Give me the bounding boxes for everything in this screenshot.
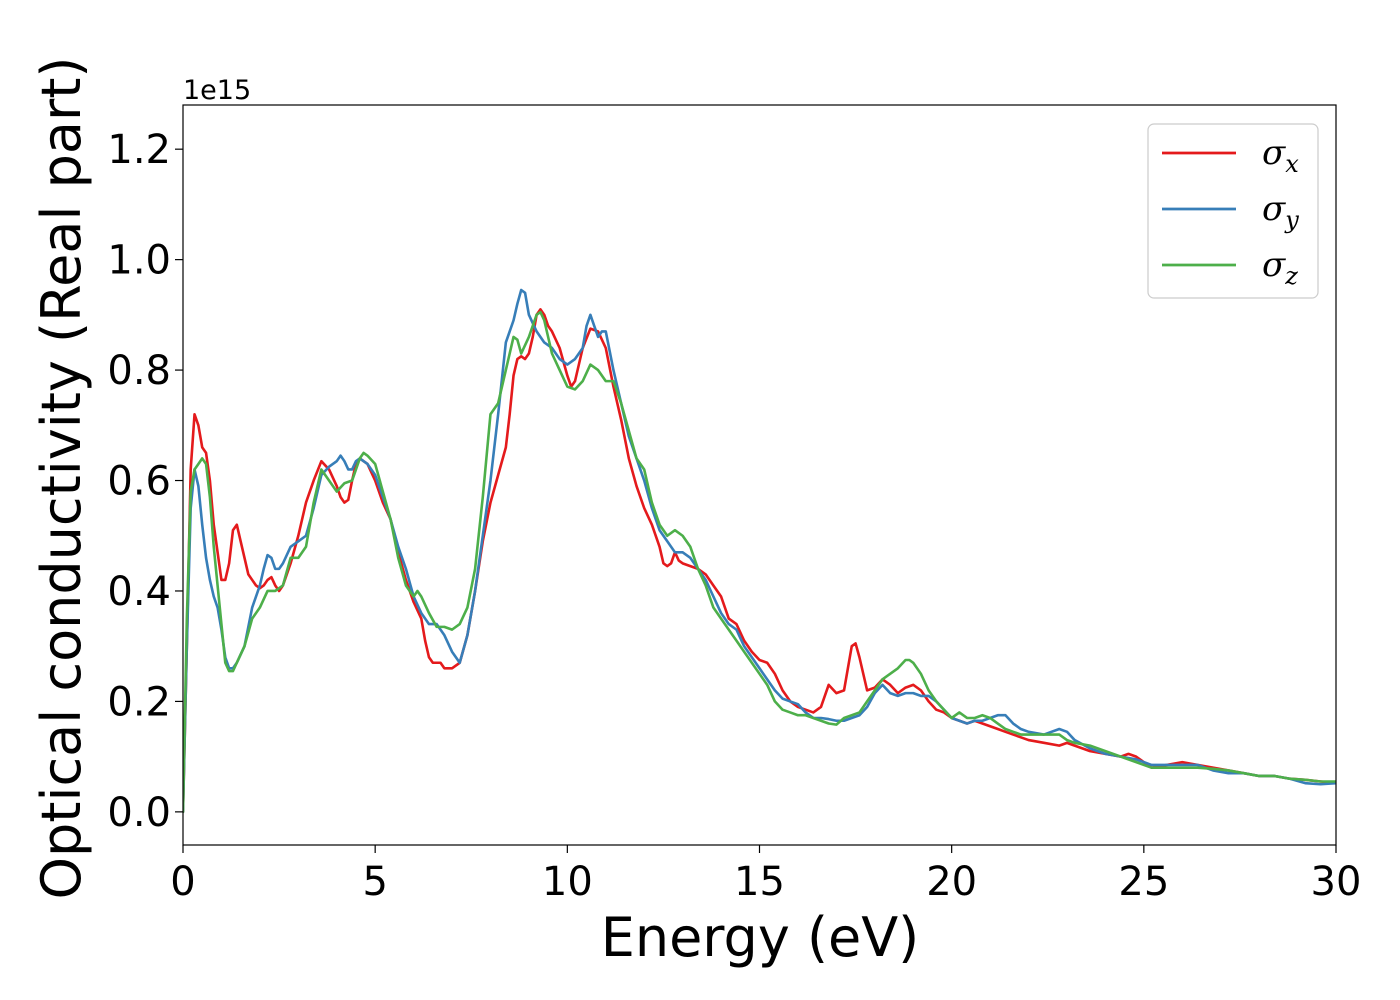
axes-layer: 0 5 10 15 20 25 30 0.0 0.2 0.4 0.6 0.8 1.0 1.2 xyxy=(107,104,1362,905)
series-layer xyxy=(183,288,1336,814)
x-tick-label: 30 xyxy=(1311,859,1362,905)
x-tick-label: 5 xyxy=(362,859,387,905)
y-tick-label: 0.6 xyxy=(107,459,171,505)
x-axis-title: Energy (eV) xyxy=(601,906,920,969)
y-tick-label: 0.0 xyxy=(107,790,171,836)
x-tick-label: 15 xyxy=(734,859,785,905)
legend: σx σy σz xyxy=(1147,123,1319,299)
y-tick-label: 0.8 xyxy=(107,348,171,394)
y-tick-label: 0.2 xyxy=(107,679,171,725)
y-tick-label: 1.2 xyxy=(107,127,171,173)
y-tick-label: 0.4 xyxy=(107,569,171,615)
x-tick-label: 10 xyxy=(542,859,593,905)
legend-box xyxy=(1147,123,1319,299)
legend-label-z: σz xyxy=(1262,245,1298,290)
x-tick-label: 0 xyxy=(170,859,195,905)
series-line-z xyxy=(183,310,1336,814)
legend-label-y: σy xyxy=(1262,189,1299,234)
x-tick-label: 25 xyxy=(1118,859,1169,905)
legend-label-x: σx xyxy=(1262,133,1299,178)
y-tick-label: 1.0 xyxy=(107,238,171,284)
x-tick-label: 20 xyxy=(926,859,977,905)
y-offset-label: 1e15 xyxy=(183,75,251,106)
y-axis-title: Optical conductivity (Real part) xyxy=(30,57,93,900)
series-line-y xyxy=(183,288,1336,814)
